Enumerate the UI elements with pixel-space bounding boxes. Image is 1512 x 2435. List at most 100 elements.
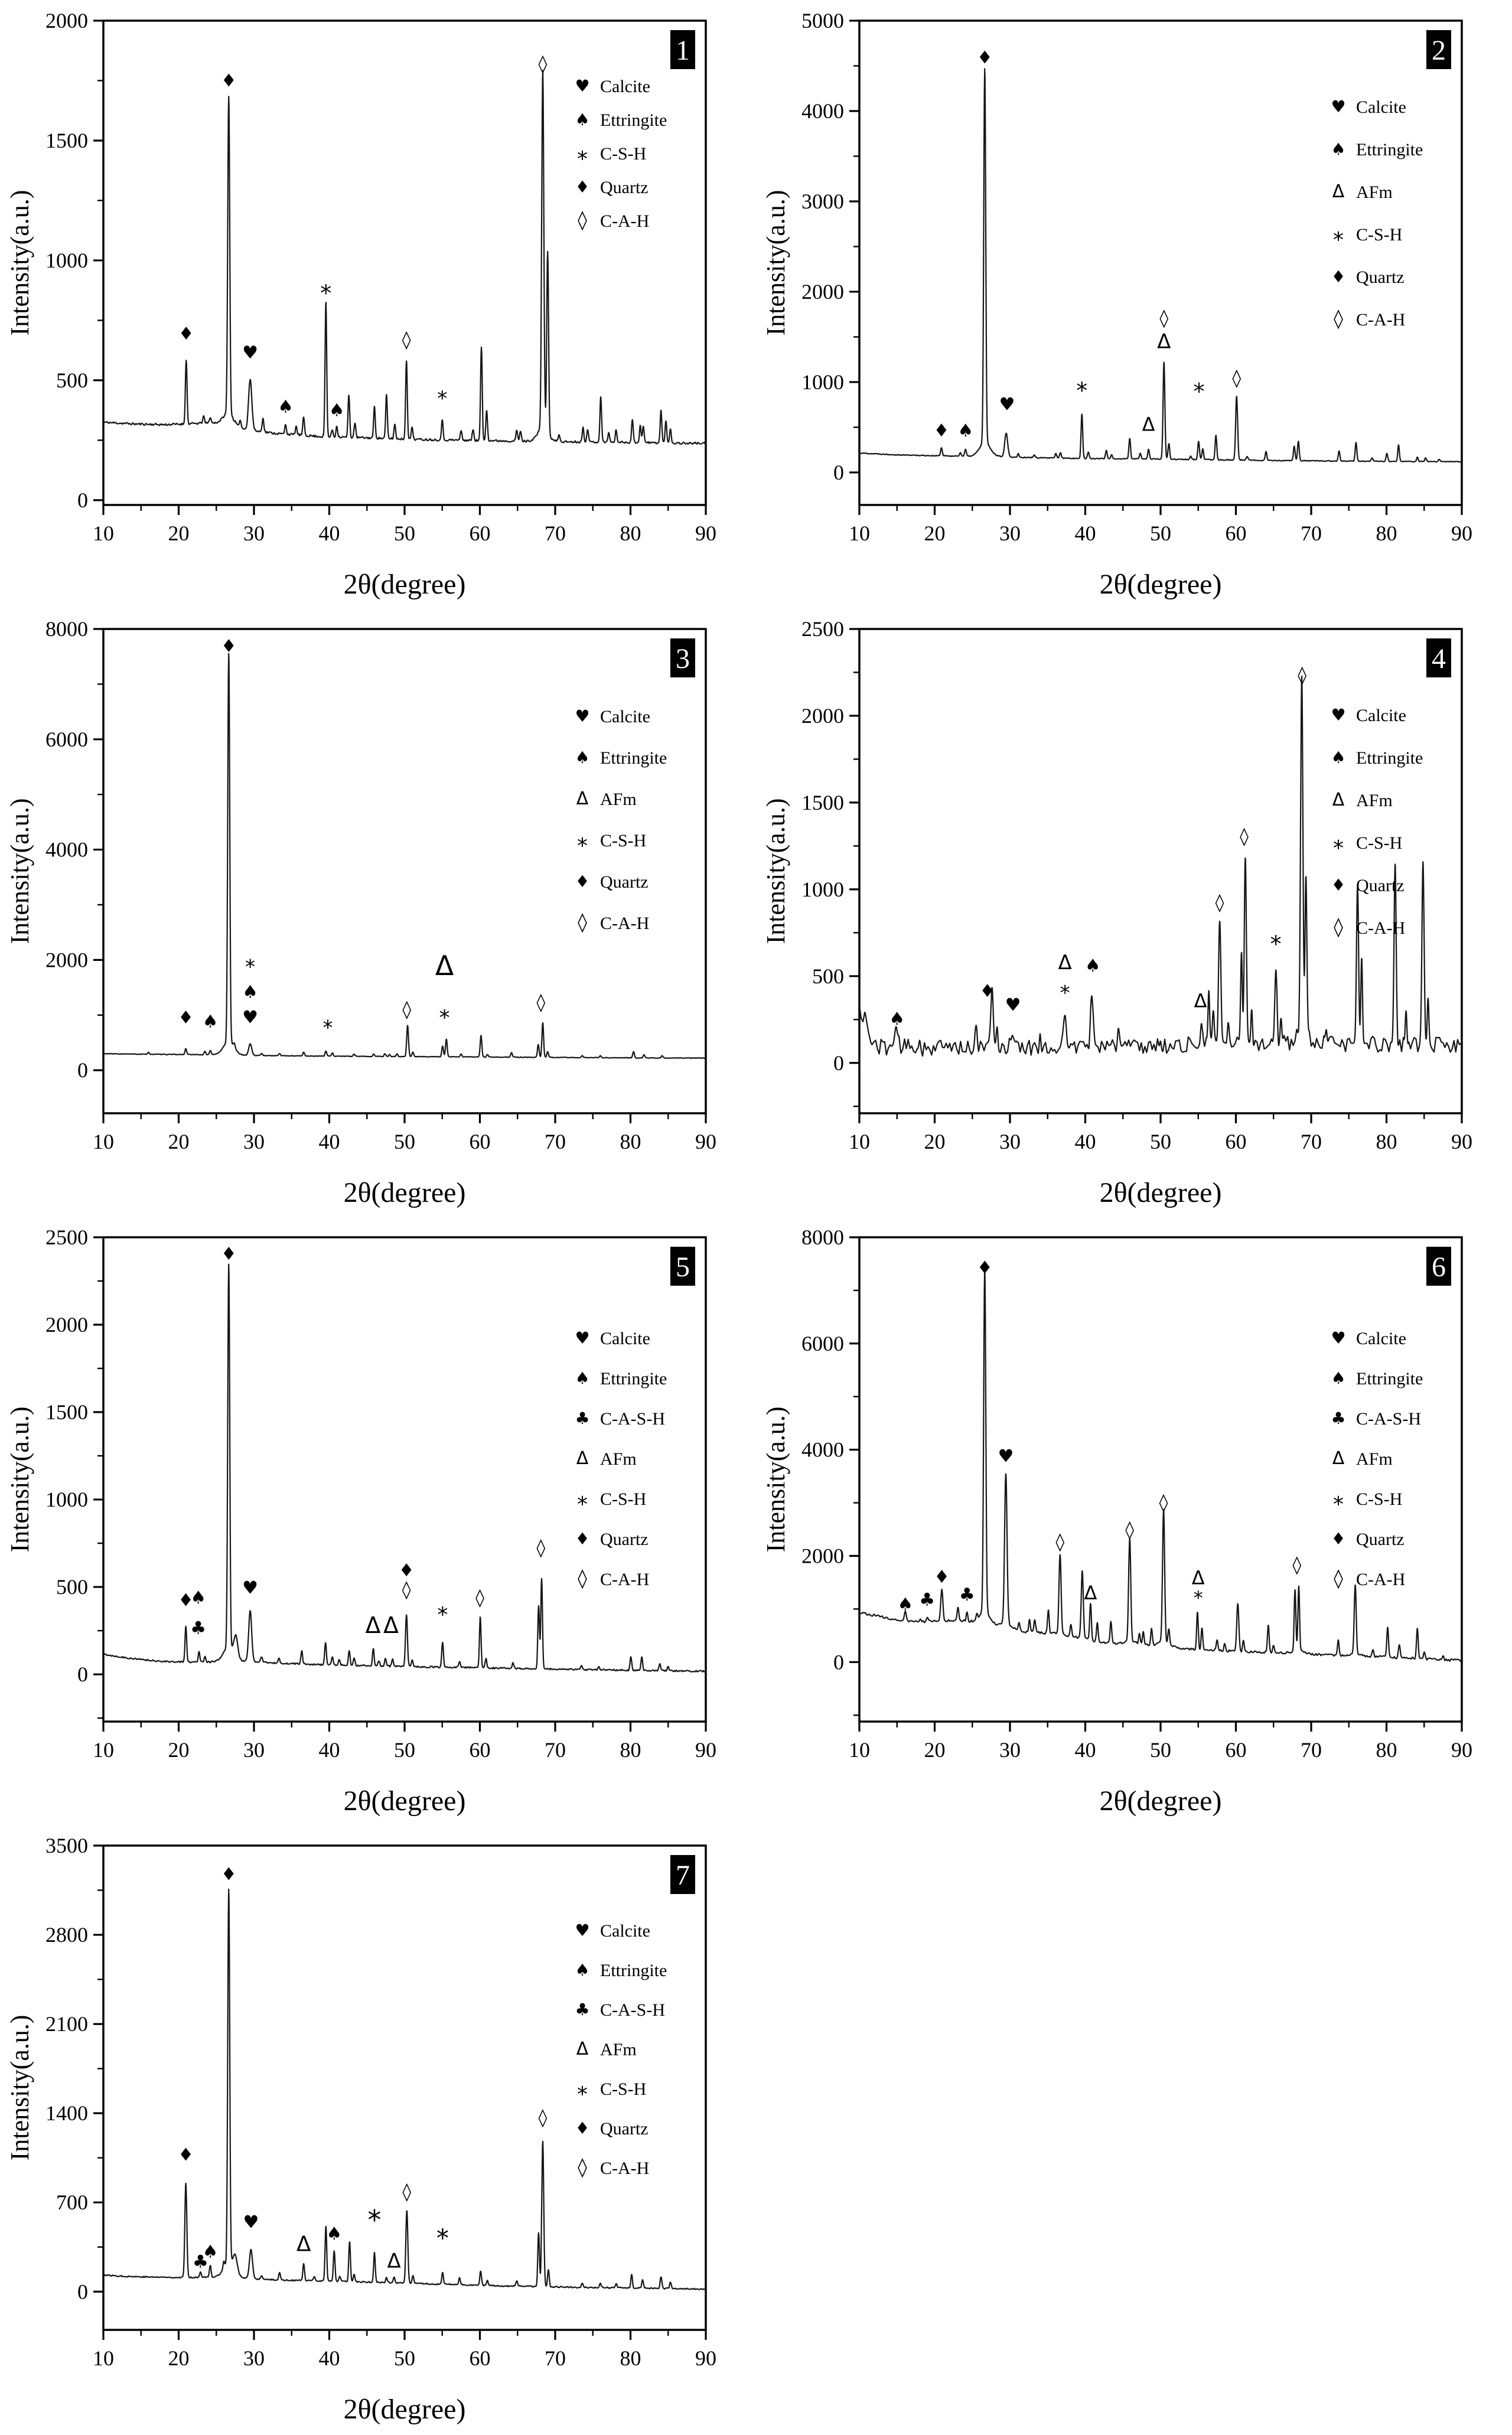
peak-marker: ♠ <box>889 1009 905 1029</box>
x-tick-label: 20 <box>168 1738 190 1762</box>
legend-symbol: Δ <box>1332 1448 1345 1469</box>
peak-marker: * <box>320 281 331 307</box>
y-tick-label: 1500 <box>45 129 88 152</box>
legend-label: C-A-H <box>1356 310 1405 330</box>
axis-titles: 2θ(degree) Intensity(a.u.) <box>5 190 465 600</box>
peak-marker: ♥ <box>998 1446 1014 1466</box>
legend-item: ◊ C-A-H <box>1334 915 1405 938</box>
legend-label: Quartz <box>1356 268 1405 287</box>
legend-label: Ettringite <box>600 748 667 768</box>
x-tick-label: 80 <box>620 1738 641 1762</box>
axis-ticks: 10 20 30 40 50 60 70 80 90 0 500 1000 1500 2000 <box>45 9 716 545</box>
peak-marker: * <box>245 955 255 979</box>
peak-marker: Δ <box>1142 413 1155 436</box>
legend-symbol: ♦ <box>575 177 589 197</box>
peak-marker: ♦ <box>221 70 237 91</box>
y-tick-label: 2000 <box>45 1313 88 1337</box>
peak-marker: Δ <box>1157 330 1171 354</box>
x-tick-label: 30 <box>243 2346 265 2370</box>
peak-annotations: ♦♠♣♦♥Δ Δ♦◊*◊◊ <box>178 1244 545 1639</box>
panel-badge: 1 <box>670 30 695 69</box>
x-tick-label: 60 <box>470 1738 491 1762</box>
legend-label: Ettringite <box>600 110 667 130</box>
peak-marker: Δ <box>296 2232 311 2257</box>
y-tick-label: 0 <box>77 1058 88 1082</box>
peak-marker: * <box>1076 377 1087 403</box>
peak-marker: * <box>322 1016 333 1039</box>
x-tick-label: 90 <box>695 2346 716 2370</box>
axis-ticks: 10 20 30 40 50 60 70 80 90 0 700 1400 2100 2800 3500 <box>45 1834 716 2370</box>
legend-item: ♠ Ettringite <box>575 1368 667 1388</box>
legend-label: Quartz <box>600 1530 649 1549</box>
peak-marker: ♦ <box>221 1244 237 1264</box>
legend-symbol: ♥ <box>1331 705 1345 725</box>
legend: ♥ Calcite ♠ Ettringite ♣ C-A-S-H Δ AFm * C-S-H ♦ Qu… <box>575 1921 667 2178</box>
x-tick-label: 10 <box>93 1738 114 1762</box>
legend-symbol: ♣ <box>575 2000 589 2019</box>
legend-symbol: Δ <box>576 1448 589 1469</box>
x-tick-label: 40 <box>1075 1130 1096 1153</box>
x-tick-label: 10 <box>849 1130 870 1153</box>
x-tick-label: 40 <box>319 2346 340 2370</box>
peak-marker: ♦ <box>977 1257 993 1278</box>
peak-marker: ◊ <box>1125 1520 1134 1540</box>
panel-badge: 4 <box>1426 638 1451 677</box>
peak-marker: * <box>368 2204 382 2236</box>
peak-marker: ◊ <box>539 54 548 74</box>
legend-label: C-S-H <box>600 1489 646 1509</box>
legend-label: C-A-H <box>600 211 649 231</box>
y-tick-label: 2500 <box>45 1225 88 1249</box>
diffraction-trace <box>858 1268 1463 1663</box>
y-tick-label: 2000 <box>801 280 844 304</box>
peak-marker: ◊ <box>475 1588 484 1608</box>
y-tick-label: 700 <box>56 2190 88 2214</box>
x-tick-label: 50 <box>1150 521 1171 545</box>
peak-marker: ♦ <box>979 981 995 1002</box>
legend-item: ♠ Ettringite <box>1331 1368 1423 1388</box>
diffraction-trace <box>858 68 1463 463</box>
xrd-panel-1: 10 20 30 40 50 60 70 80 90 0 500 1000 1500 2000 2θ(deg… <box>0 0 756 608</box>
peak-marker: ◊ <box>1298 665 1306 686</box>
legend-label: Ettringite <box>1356 1369 1423 1388</box>
legend: ♥ Calcite ♠ Ettringite ♣ C-A-S-H Δ AFm * C-S-H ♦ Qu… <box>1331 1328 1423 1589</box>
y-axis-title: Intensity(a.u.) <box>5 798 34 944</box>
x-tick-label: 70 <box>545 1130 566 1153</box>
x-tick-label: 30 <box>999 1130 1021 1153</box>
x-tick-label: 60 <box>470 1130 491 1153</box>
axis-titles: 2θ(degree) Intensity(a.u.) <box>5 2015 465 2425</box>
peak-marker: ♦ <box>399 1560 415 1581</box>
x-tick-label: 10 <box>849 1738 870 1762</box>
legend-item: ◊ C-A-H <box>578 1567 649 1589</box>
panel-number: 6 <box>1432 1251 1446 1283</box>
legend-label: Calcite <box>600 1329 650 1348</box>
panel-badge: 6 <box>1426 1247 1451 1286</box>
x-axis-title: 2θ(degree) <box>344 1177 466 1208</box>
axis-titles: 2θ(degree) Intensity(a.u.) <box>761 798 1221 1208</box>
y-tick-label: 0 <box>833 1650 844 1674</box>
peak-marker: Δ <box>387 2250 401 2273</box>
legend-symbol: * <box>577 1492 588 1517</box>
x-tick-label: 50 <box>394 1738 415 1762</box>
panel-number: 3 <box>676 643 690 674</box>
legend-item: ♥ Calcite <box>575 1328 650 1348</box>
x-axis-title: 2θ(degree) <box>344 1785 466 1817</box>
x-tick-label: 20 <box>924 1738 946 1762</box>
peak-marker: Δ <box>1192 1567 1205 1589</box>
y-tick-label: 2800 <box>45 1923 88 1947</box>
y-tick-label: 1000 <box>801 878 844 901</box>
legend-symbol: ♠ <box>1331 748 1345 767</box>
peak-marker: ♥ <box>242 1007 258 1028</box>
y-axis-title: Intensity(a.u.) <box>761 798 790 944</box>
y-tick-label: 2000 <box>45 948 88 972</box>
x-tick-label: 70 <box>545 521 566 545</box>
x-tick-label: 50 <box>394 521 415 545</box>
peak-annotations: ♦ ♦ ♥ ♠ * ♠ ◊ * ◊ <box>178 54 548 421</box>
panel-number: 5 <box>676 1251 690 1283</box>
legend-item: ♦ Quartz <box>575 872 648 892</box>
y-tick-label: 4000 <box>801 1438 844 1462</box>
peak-annotations: ♠ ♣♦♣♦♥◊Δ◊◊Δ*◊ <box>897 1257 1301 1615</box>
legend-symbol: ♠ <box>1331 139 1345 159</box>
legend-symbol: ♦ <box>575 2118 589 2138</box>
y-tick-label: 0 <box>833 1051 844 1075</box>
peak-marker: Δ <box>1084 1582 1097 1604</box>
